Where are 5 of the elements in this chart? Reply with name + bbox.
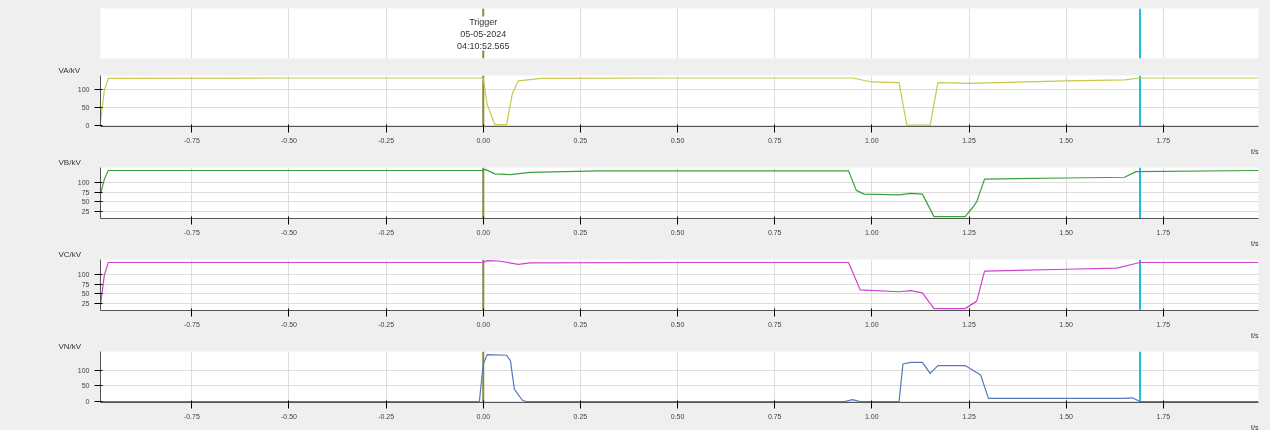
y-axis-title: VC/kV <box>58 249 82 259</box>
y-axis-title: VB/kV <box>58 157 82 167</box>
annotation: Trigger 05-05-2024 04:10:52.565 <box>456 16 510 51</box>
y-axis-title: VN/kV <box>58 341 82 351</box>
y-axis-title: VA/kV <box>58 65 81 75</box>
